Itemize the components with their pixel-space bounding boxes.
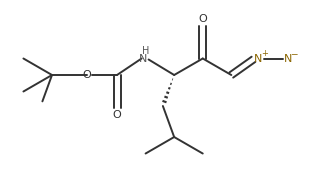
Text: +: + [261, 49, 268, 58]
Text: N: N [254, 54, 263, 64]
Text: H: H [142, 47, 149, 56]
Text: N: N [138, 54, 147, 64]
Text: −: − [290, 49, 298, 58]
Text: O: O [82, 70, 91, 80]
Text: N: N [284, 54, 292, 64]
Text: O: O [113, 110, 122, 120]
Text: O: O [198, 13, 207, 23]
